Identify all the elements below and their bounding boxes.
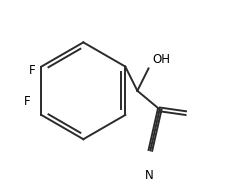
Text: OH: OH [152,53,169,66]
Text: F: F [29,64,36,77]
Text: N: N [144,169,153,182]
Text: F: F [24,95,30,108]
